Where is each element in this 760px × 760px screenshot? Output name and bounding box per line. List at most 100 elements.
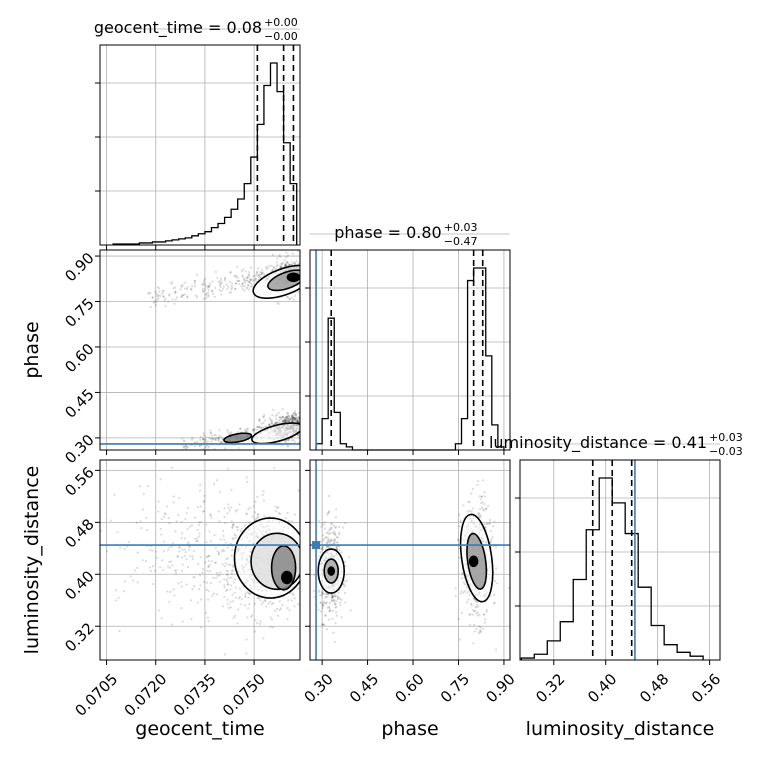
scatter-point [303,423,305,425]
scatter-point [167,300,170,303]
scatter-point [218,288,221,291]
scatter-point [209,437,212,441]
scatter-point [215,593,219,596]
scatter-point [180,520,183,523]
scatter-point [322,539,325,542]
scatter-point [239,427,242,430]
scatter-point [199,505,202,508]
scatter-point [226,428,229,431]
scatter-point [293,262,296,265]
scatter-point [207,559,210,562]
scatter-point [217,553,220,556]
scatter-point [225,557,228,561]
scatter-point [230,284,233,288]
scatter-point [329,609,332,612]
scatter-point [266,266,269,269]
scatter-point [164,304,167,307]
x-axis-title-phase: phase [381,718,438,740]
scatter-point [163,515,166,518]
scatter-point [172,588,175,591]
scatter-point [481,501,484,504]
scatter-point [472,624,476,627]
scatter-point [335,547,338,550]
scatter-point [287,419,290,422]
scatter-point [203,499,206,502]
scatter-point [306,274,308,276]
scatter-point [225,569,228,572]
scatter-point [171,564,174,567]
scatter-point [249,281,252,284]
scatter-point [473,598,476,601]
scatter-point [230,288,233,291]
scatter-point [344,564,347,568]
scatter-point [479,514,482,517]
scatter-point [181,294,184,297]
scatter-point [284,262,287,265]
scatter-point [301,570,303,572]
scatter-point [231,282,234,285]
scatter-point [252,275,255,278]
scatter-point [328,542,331,545]
scatter-point [281,407,284,411]
scatter-point [206,444,209,447]
scatter-point [213,295,216,298]
scatter-point [187,507,190,510]
scatter-point [224,562,227,565]
hist-panel-geocent_time: geocent_time = 0.08 +0.00−0.00 [94,16,301,250]
scatter-point [229,271,232,275]
scatter-point [257,596,260,600]
scatter-point [180,437,184,440]
scatter-point [234,510,237,513]
scatter-point [268,424,271,427]
scatter-point [292,416,295,419]
scatter-point [331,609,334,613]
scatter-point [210,440,213,443]
scatter-point [180,285,183,288]
scatter-point [283,419,286,422]
scatter-point [160,617,163,620]
scatter-point [207,565,210,568]
scatter-point [274,267,277,271]
scatter-point [294,414,297,417]
scatter-point [292,416,295,419]
scatter-point [304,273,306,275]
y-tick-label: 0.32 [61,619,97,655]
scatter-point [478,625,481,628]
scatter-point [226,572,229,576]
scatter-point [302,273,304,275]
scatter-point [217,438,220,441]
scatter-point [290,415,294,418]
scatter-point [268,417,272,420]
scatter-point [286,415,289,419]
scatter-point [286,420,289,423]
scatter-point [284,416,287,419]
scatter-point [273,609,277,613]
scatter-point [286,617,289,621]
scatter-point [226,574,229,577]
scatter-point [251,285,254,288]
scatter-point [333,640,337,644]
scatter-point [489,530,492,533]
scatter-point [247,596,250,600]
scatter-point [490,537,493,541]
scatter-point [301,263,303,265]
scatter-point [187,541,190,544]
scatter-point [327,618,330,621]
scatter-point [201,283,204,286]
scatter-point [303,270,305,272]
scatter-point [139,520,142,523]
scatter-point [247,607,250,610]
scatter-point [307,559,309,561]
scatter-point [300,423,302,425]
scatter-point [236,276,239,279]
scatter-point [241,284,244,287]
x-tick-label: 0.56 [688,670,724,706]
title-text: luminosity_distance = 0.41 [489,433,707,453]
scatter-point [206,555,210,558]
scatter-point [184,447,187,450]
scatter-point [248,592,251,595]
scatter-point [295,413,298,416]
scatter-point [330,600,333,603]
scatter-point [263,598,267,602]
scatter-point [229,606,233,609]
